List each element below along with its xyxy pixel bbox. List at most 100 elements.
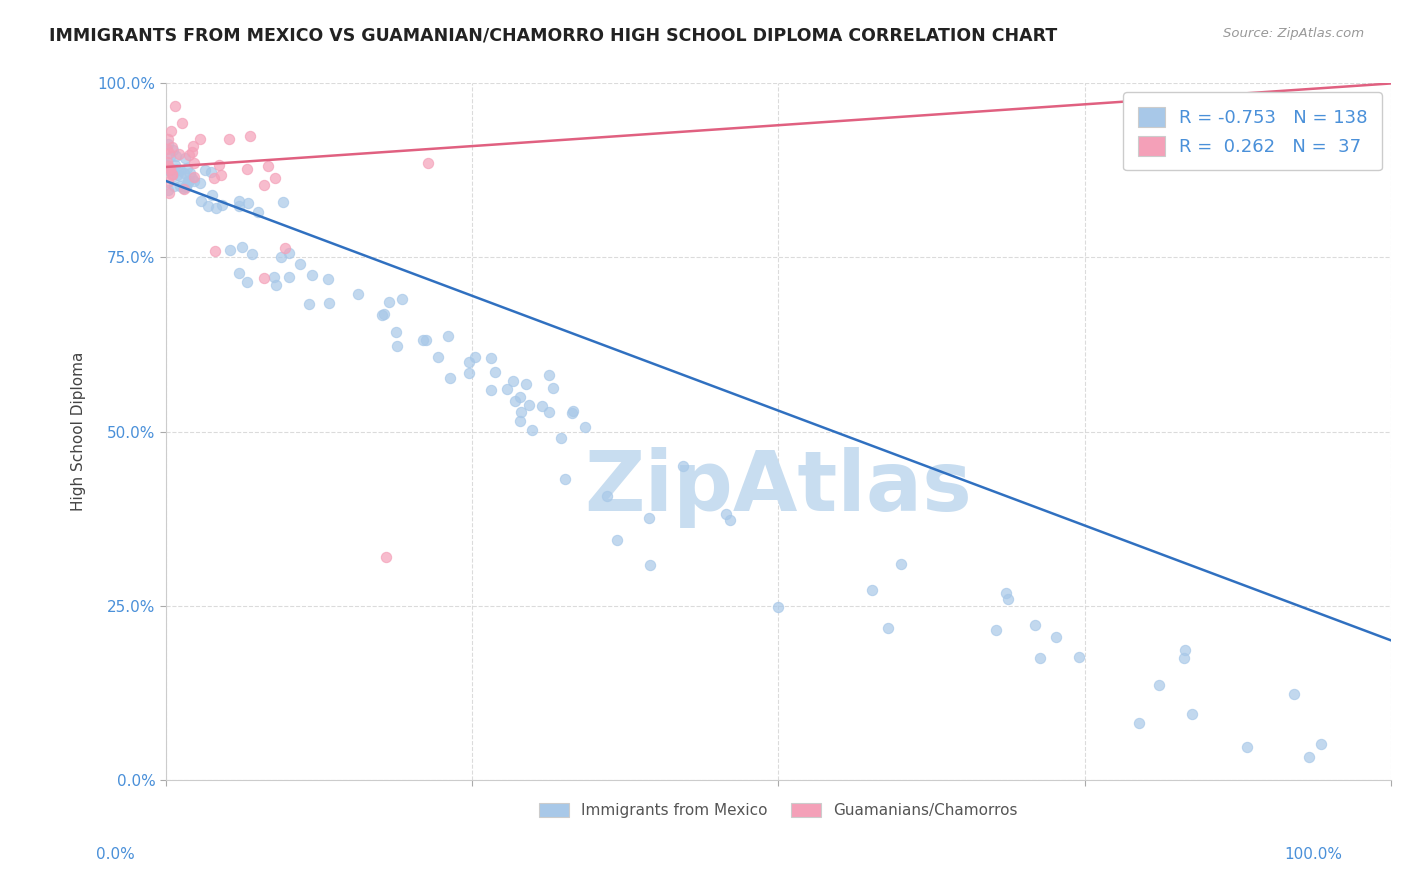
Point xyxy=(768,599,790,614)
Point xyxy=(387,339,409,353)
Point xyxy=(412,333,434,347)
Point xyxy=(418,156,440,170)
Point xyxy=(172,180,194,194)
Point xyxy=(202,171,225,186)
Point xyxy=(156,159,179,173)
Point xyxy=(162,167,184,181)
Point xyxy=(415,334,437,348)
Point xyxy=(264,277,287,292)
Point xyxy=(375,549,398,564)
Point xyxy=(537,405,560,419)
Point xyxy=(236,196,259,211)
Point xyxy=(1181,707,1204,722)
Point xyxy=(180,170,202,185)
Point xyxy=(160,140,183,154)
Point xyxy=(179,174,201,188)
Point xyxy=(157,162,180,177)
Point xyxy=(1045,630,1067,644)
Point xyxy=(672,459,695,474)
Text: Source: ZipAtlas.com: Source: ZipAtlas.com xyxy=(1223,27,1364,40)
Point xyxy=(236,276,259,290)
Point xyxy=(246,205,269,219)
Point xyxy=(209,169,232,183)
Point xyxy=(638,511,661,525)
Point xyxy=(509,390,531,404)
Legend: Immigrants from Mexico, Guamanians/Chamorros: Immigrants from Mexico, Guamanians/Chamo… xyxy=(533,797,1024,824)
Point xyxy=(464,350,486,364)
Point xyxy=(503,394,526,409)
Point xyxy=(370,309,392,323)
Point xyxy=(1174,643,1197,657)
Point xyxy=(270,250,292,264)
Point xyxy=(1067,650,1090,665)
Point xyxy=(606,533,628,548)
Point xyxy=(157,186,180,201)
Point xyxy=(165,149,187,163)
Point xyxy=(378,295,401,310)
Point xyxy=(188,132,211,146)
Point xyxy=(156,132,179,146)
Point xyxy=(163,99,186,113)
Point xyxy=(181,139,204,153)
Point xyxy=(263,269,285,284)
Point xyxy=(274,241,297,255)
Point xyxy=(180,145,202,160)
Point xyxy=(169,162,191,177)
Point xyxy=(176,178,198,192)
Point xyxy=(515,377,537,392)
Point xyxy=(531,399,554,413)
Point xyxy=(278,269,301,284)
Point xyxy=(253,178,276,192)
Point xyxy=(197,199,219,213)
Text: ZipAtlas: ZipAtlas xyxy=(585,447,973,528)
Point xyxy=(242,247,264,261)
Point xyxy=(495,382,517,396)
Point xyxy=(574,419,596,434)
Point xyxy=(173,166,195,180)
Point xyxy=(204,202,226,216)
Point xyxy=(200,165,222,179)
Text: IMMIGRANTS FROM MEXICO VS GUAMANIAN/CHAMORRO HIGH SCHOOL DIPLOMA CORRELATION CHA: IMMIGRANTS FROM MEXICO VS GUAMANIAN/CHAM… xyxy=(49,27,1057,45)
Point xyxy=(156,158,179,172)
Point xyxy=(1029,650,1052,665)
Point xyxy=(156,142,179,156)
Point xyxy=(439,370,461,384)
Point xyxy=(517,398,540,412)
Point xyxy=(176,161,198,175)
Point xyxy=(538,368,561,382)
Point xyxy=(257,160,280,174)
Point xyxy=(169,169,191,184)
Point xyxy=(347,286,370,301)
Point xyxy=(166,168,188,182)
Point xyxy=(484,365,506,379)
Point xyxy=(298,297,321,311)
Point xyxy=(159,161,181,175)
Point xyxy=(995,586,1018,600)
Point xyxy=(159,163,181,178)
Text: 100.0%: 100.0% xyxy=(1285,847,1343,862)
Point xyxy=(183,169,205,184)
Point xyxy=(1282,687,1305,701)
Point xyxy=(562,403,585,417)
Point xyxy=(984,623,1007,637)
Point xyxy=(162,144,184,158)
Point xyxy=(520,423,543,437)
Point xyxy=(316,272,339,286)
Point xyxy=(239,129,262,144)
Point xyxy=(509,414,531,428)
Point xyxy=(201,188,224,202)
Point xyxy=(156,176,179,190)
Point xyxy=(174,151,197,165)
Point xyxy=(160,168,183,182)
Point xyxy=(1173,651,1195,665)
Point xyxy=(177,174,200,188)
Point xyxy=(1024,618,1046,632)
Point xyxy=(481,351,503,366)
Point xyxy=(165,161,187,176)
Point xyxy=(156,155,179,169)
Point xyxy=(157,145,180,160)
Point xyxy=(236,161,259,176)
Point xyxy=(1309,737,1331,751)
Point xyxy=(890,557,912,571)
Point xyxy=(165,158,187,172)
